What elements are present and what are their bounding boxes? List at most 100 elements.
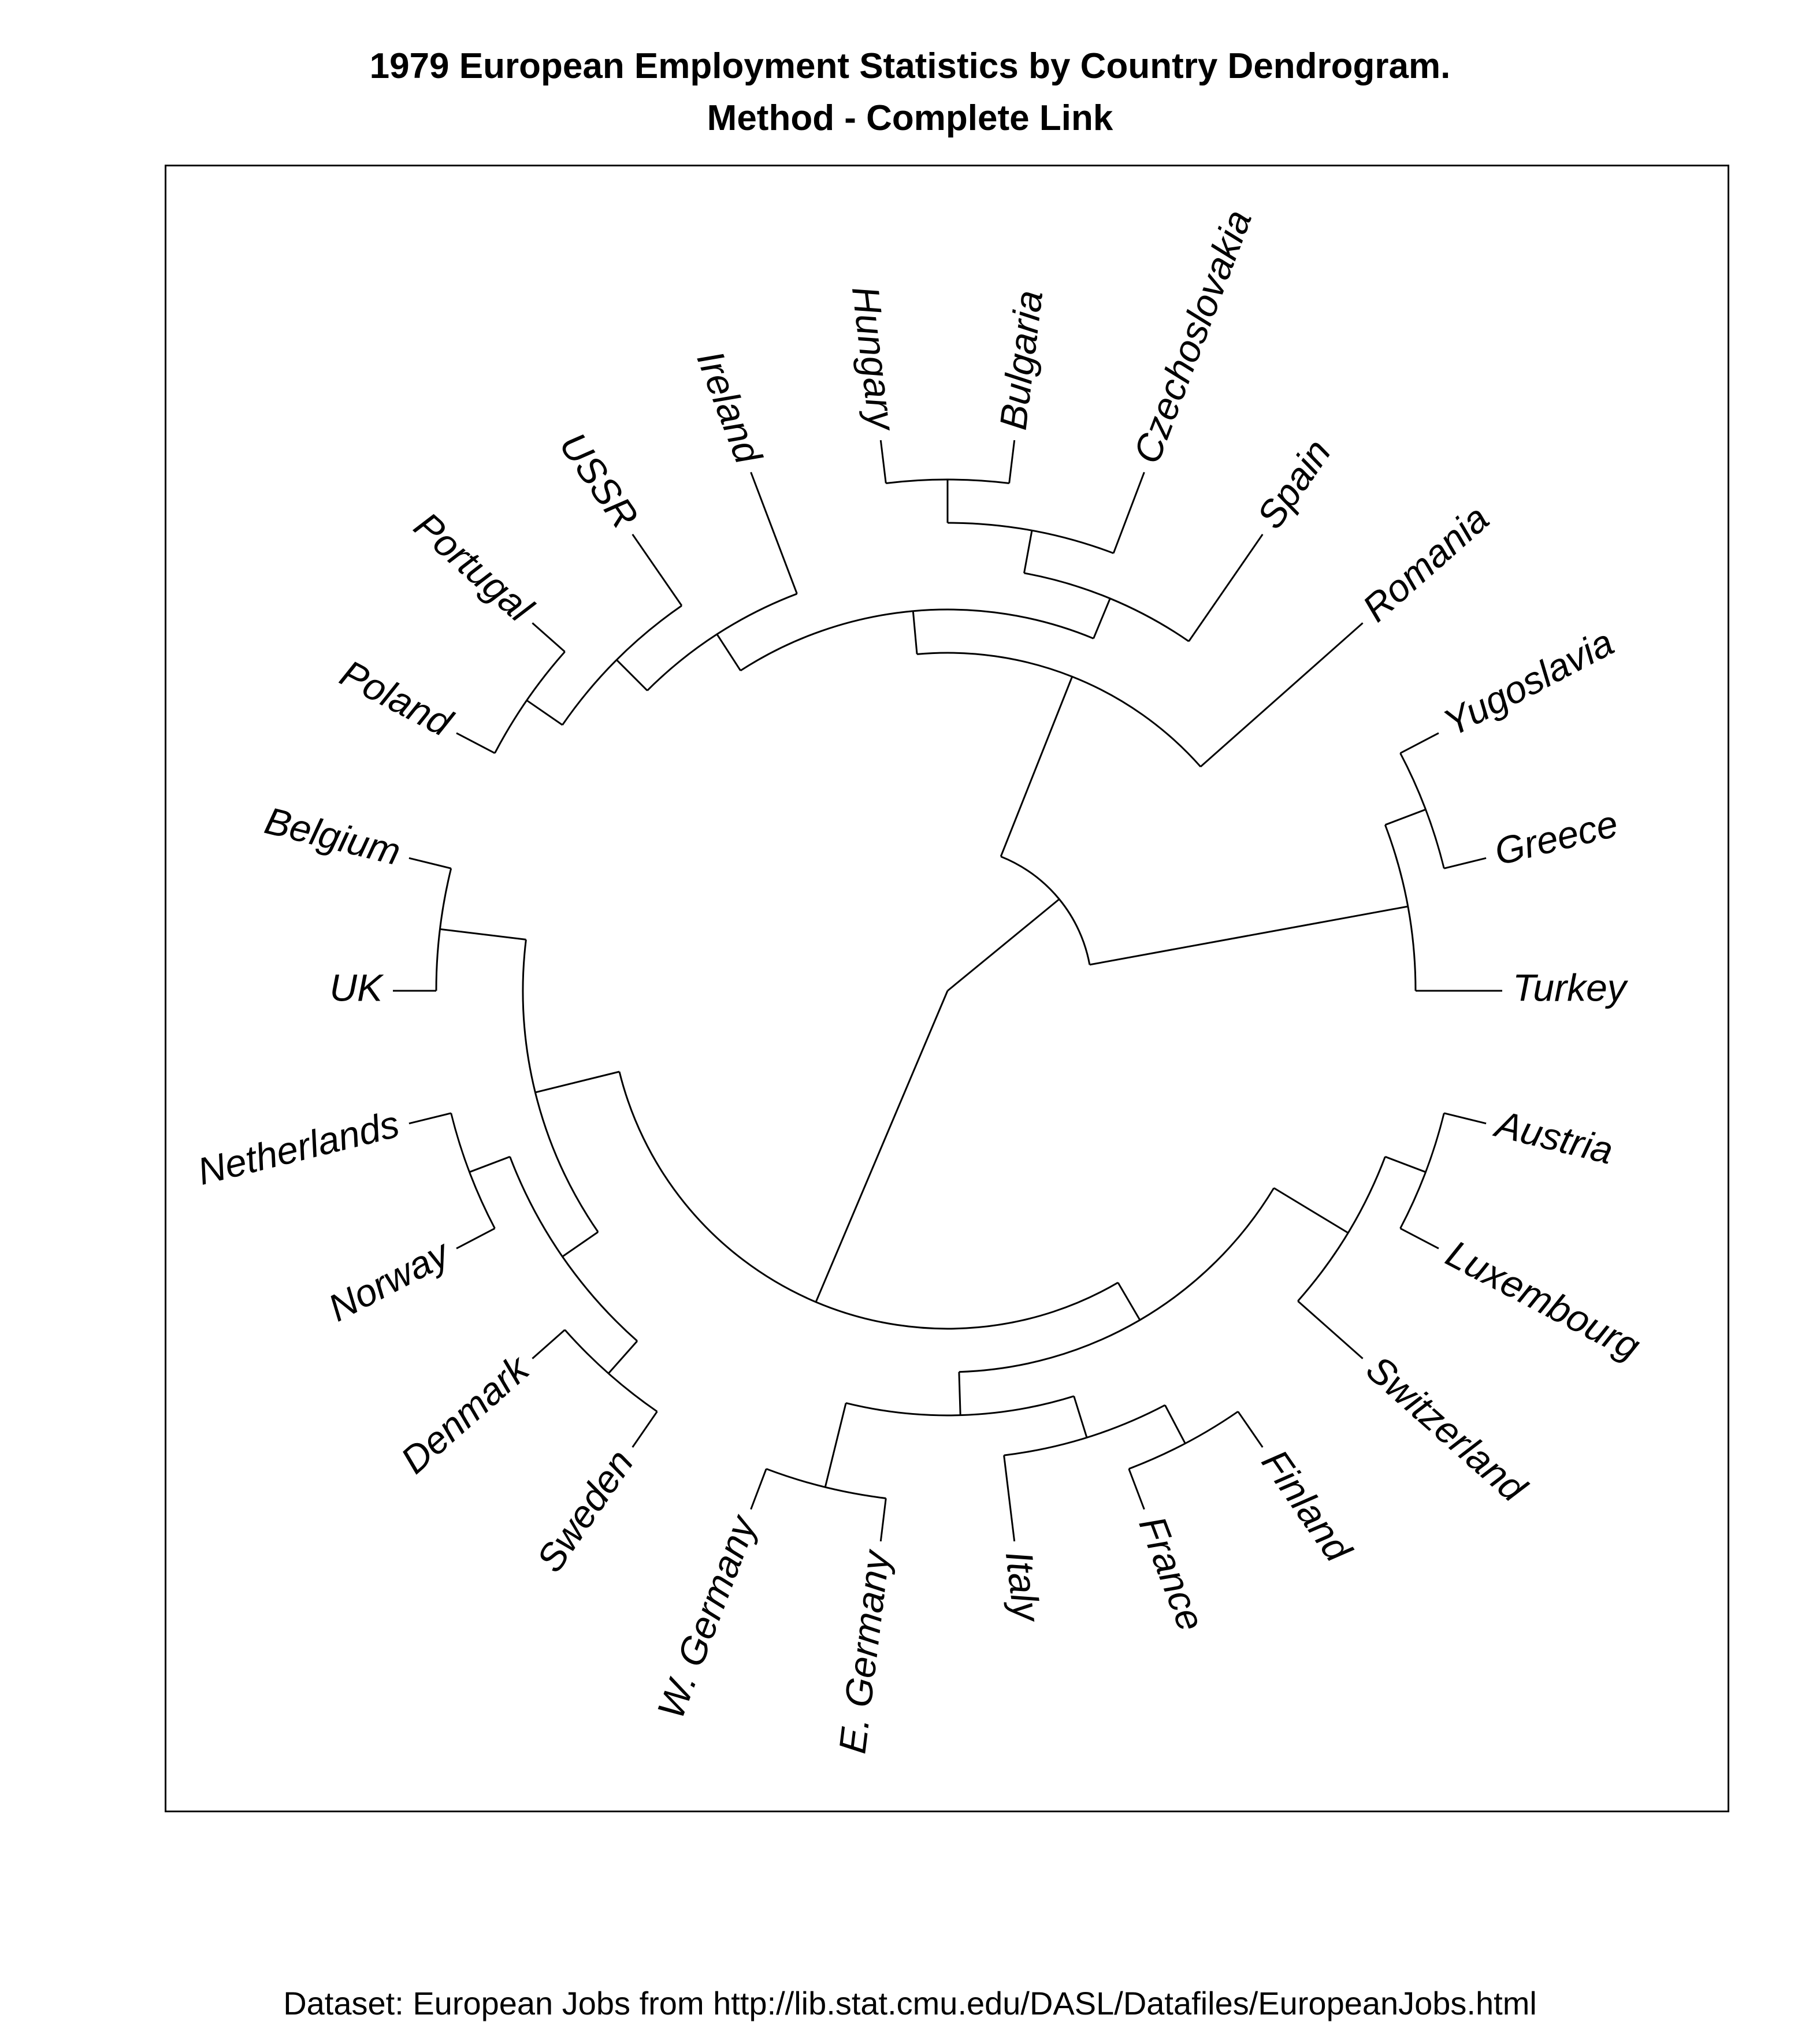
leaf-branch [1008, 440, 1016, 484]
internal-branch [815, 990, 949, 1303]
merge-arc [564, 1329, 658, 1413]
merge-arc [647, 593, 797, 692]
internal-branch [1273, 1187, 1349, 1234]
leaf-label: Hungary [844, 284, 904, 434]
merge-arc [494, 651, 566, 754]
leaf-branch [456, 1227, 496, 1250]
leaf-branch [1443, 857, 1487, 869]
merge-arc [1000, 856, 1091, 965]
internal-branch [1384, 808, 1427, 826]
merge-arc [766, 1468, 886, 1499]
internal-branch [912, 611, 918, 655]
leaf-branch [750, 471, 798, 594]
internal-branch [562, 1231, 599, 1258]
internal-branch [947, 898, 1060, 992]
leaf-label: Greece [1490, 802, 1622, 874]
internal-branch [716, 633, 741, 671]
leaf-branch [1112, 471, 1145, 554]
merge-arc [522, 939, 599, 1233]
leaf-branch [1003, 1455, 1016, 1542]
internal-branch [1073, 1396, 1088, 1438]
internal-branch [824, 1403, 847, 1488]
leaf-label: Spain [1249, 432, 1339, 536]
leaf-label: Turkey [1513, 966, 1629, 1009]
internal-branch [1117, 1282, 1141, 1321]
leaf-branch [1237, 1411, 1264, 1448]
internal-branch [1093, 598, 1111, 639]
title-line-2: Method - Complete Link [707, 98, 1113, 138]
leaf-label: Denmark [392, 1346, 538, 1482]
leaf-label: Luxembourg [1439, 1232, 1647, 1368]
leaf-branch [879, 1498, 887, 1542]
leaf-branch [1399, 732, 1439, 754]
internal-branch [1384, 1155, 1427, 1173]
merge-arc [916, 652, 1202, 768]
merge-arc [845, 1395, 1075, 1417]
merge-arc [618, 1071, 1119, 1330]
internal-branch [526, 700, 563, 726]
merge-arc [1399, 753, 1445, 869]
merge-arc [886, 478, 1009, 484]
leaf-label: Switzerland [1358, 1347, 1535, 1511]
internal-branch [616, 659, 648, 692]
leaf-branch [408, 1112, 452, 1125]
leaf-label: Romania [1354, 496, 1497, 630]
leaf-label: Ireland [689, 345, 771, 470]
leaf-branch [1443, 1112, 1487, 1125]
leaf-label: USSR [551, 425, 647, 536]
leaf-label: W. Germany [649, 1508, 765, 1724]
merge-arc [509, 1156, 638, 1342]
leaf-label: Italy [998, 1549, 1049, 1626]
internal-branch [1000, 676, 1074, 857]
leaf-label: E. Germany [830, 1547, 897, 1756]
merge-arc [562, 605, 682, 726]
leaf-label: Sweden [528, 1442, 641, 1579]
title-line-1: 1979 European Employment Statistics by C… [369, 46, 1451, 86]
leaf-label: Austria [1490, 1102, 1617, 1172]
leaf-label: France [1131, 1510, 1213, 1636]
leaf-label: Belgium [261, 798, 404, 873]
merge-arc [1004, 1404, 1166, 1456]
leaf-branch [632, 534, 683, 607]
internal-branch [469, 1155, 511, 1173]
leaf-label: Portugal [406, 504, 542, 631]
internal-branch [440, 928, 526, 941]
merge-arc [1128, 1411, 1239, 1470]
leaf-branch [1297, 1300, 1364, 1359]
leaf-branch [632, 1411, 658, 1448]
leaf-label: Norway [321, 1231, 458, 1329]
merge-arc [1399, 1113, 1445, 1229]
leaf-label: UK [329, 966, 384, 1009]
leaf-label: Czechoslovakia [1125, 204, 1260, 469]
merge-arc [947, 522, 1114, 555]
leaf-label: Yugoslavia [1436, 620, 1620, 744]
chart-title: 1979 European Employment Statistics by C… [0, 40, 1820, 144]
leaf-branch [1188, 534, 1264, 642]
leaf-label: Bulgaria [991, 288, 1051, 432]
internal-branch [535, 1071, 620, 1094]
leaf-label: Netherlands [194, 1102, 403, 1193]
merge-arc [959, 1187, 1275, 1373]
internal-branch [1089, 905, 1408, 966]
merge-arc [435, 868, 452, 991]
merge-arc [1024, 572, 1190, 642]
leaf-branch [1199, 622, 1364, 768]
internal-branch [1023, 530, 1033, 574]
plot-frame [165, 165, 1729, 1812]
leaf-branch [750, 1468, 767, 1510]
leaf-branch [1399, 1227, 1439, 1250]
leaf-label: Poland [333, 651, 459, 745]
leaf-branch [532, 1329, 566, 1359]
merge-arc [1384, 824, 1417, 991]
merge-arc [450, 1113, 496, 1229]
internal-branch [607, 1340, 638, 1374]
internal-branch [1164, 1404, 1186, 1444]
merge-arc [740, 608, 1094, 672]
internal-branch [958, 1371, 961, 1415]
dataset-source-footer: Dataset: European Jobs from http://lib.s… [283, 1985, 1537, 2021]
leaf-branch [408, 857, 452, 869]
leaf-branch [1128, 1468, 1145, 1510]
leaf-branch [879, 440, 887, 484]
leaf-branch [456, 732, 496, 754]
